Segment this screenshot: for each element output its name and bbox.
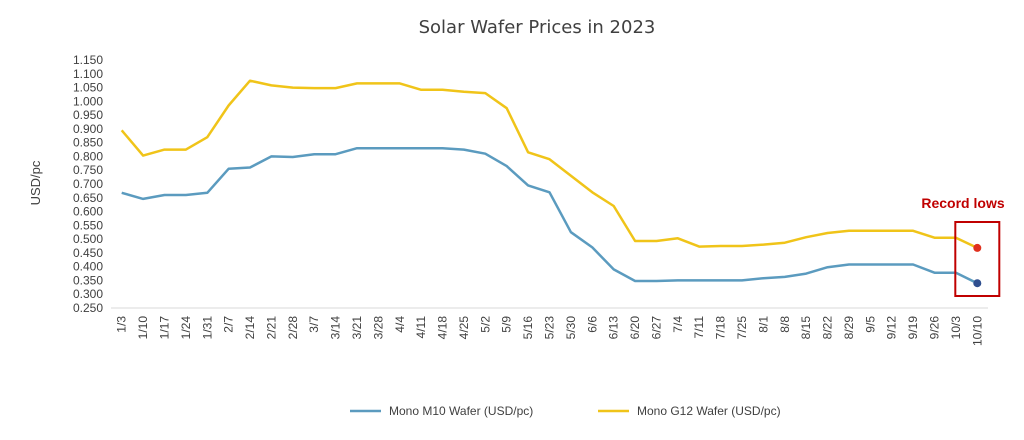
y-axis-ticks: 0.2500.3000.3500.4000.4500.5000.5500.600… (73, 53, 103, 315)
record-low-marker-g12 (973, 243, 982, 252)
x-tick-label: 6/6 (585, 316, 599, 333)
x-tick-label: 4/18 (436, 316, 450, 340)
y-tick-label: 1.050 (73, 81, 103, 95)
x-tick-label: 10/10 (970, 316, 984, 346)
y-tick-label: 1.150 (73, 53, 103, 67)
x-tick-label: 3/14 (329, 316, 343, 340)
x-tick-label: 2/7 (222, 316, 236, 333)
y-tick-label: 0.650 (73, 191, 103, 205)
series-line-g12 (120, 79, 978, 250)
x-tick-label: 1/24 (179, 316, 193, 340)
x-tick-label: 5/23 (543, 316, 557, 340)
x-tick-label: 4/25 (457, 316, 471, 340)
x-tick-label: 2/14 (243, 316, 257, 340)
chart-title: Solar Wafer Prices in 2023 (419, 17, 656, 38)
record-low-marker-m10 (973, 279, 982, 288)
annotation-box (954, 221, 1001, 297)
y-tick-label: 0.450 (73, 246, 103, 260)
x-axis-ticks: 1/3 1/10 1/17 1/24 1/31 2/7 2/14 2/21 2/28 3/7 3/1… (115, 316, 985, 346)
x-tick-label: 9/19 (906, 316, 920, 340)
x-tick-label: 1/3 (115, 316, 129, 333)
x-tick-label: 4/11 (414, 316, 428, 339)
x-tick-label: 8/22 (821, 316, 835, 340)
legend-label-g12: Mono G12 Wafer (USD/pc) (637, 404, 781, 418)
x-tick-label: 1/31 (200, 316, 214, 340)
y-tick-label: 0.350 (73, 273, 103, 287)
x-tick-label: 2/21 (264, 316, 278, 340)
y-tick-label: 0.600 (73, 205, 103, 219)
x-tick-label: 6/27 (649, 316, 663, 340)
x-tick-label: 10/3 (949, 316, 963, 340)
y-tick-label: 0.250 (73, 301, 103, 315)
x-tick-label: 7/11 (692, 316, 706, 339)
series-line-m10 (121, 146, 978, 285)
x-tick-label: 3/21 (350, 316, 364, 340)
y-tick-label: 0.750 (73, 163, 103, 177)
legend: Mono M10 Wafer (USD/pc) Mono G12 Wafer (… (350, 404, 781, 418)
x-tick-label: 8/29 (842, 316, 856, 340)
y-axis-title: USD/pc (28, 160, 43, 205)
y-tick-label: 0.900 (73, 122, 103, 136)
x-tick-label: 8/8 (778, 316, 792, 333)
x-tick-label: 2/28 (286, 316, 300, 340)
x-tick-label: 6/13 (607, 316, 621, 340)
x-tick-label: 3/7 (307, 316, 321, 333)
x-tick-label: 7/4 (671, 316, 685, 333)
x-tick-label: 7/18 (714, 316, 728, 340)
y-tick-label: 1.100 (73, 67, 103, 81)
series-lines (120, 79, 978, 285)
y-tick-label: 0.700 (73, 177, 103, 191)
y-tick-label: 1.000 (73, 94, 103, 108)
y-tick-label: 0.800 (73, 149, 103, 163)
x-tick-label: 8/1 (756, 316, 770, 333)
record-lows-annotation: Record lows (921, 195, 1005, 297)
x-tick-label: 8/15 (799, 316, 813, 340)
x-tick-label: 5/30 (564, 316, 578, 340)
x-tick-label: 5/9 (500, 316, 514, 333)
annotation-label: Record lows (921, 195, 1004, 211)
y-tick-label: 0.500 (73, 232, 103, 246)
x-tick-label: 1/10 (136, 316, 150, 340)
legend-label-m10: Mono M10 Wafer (USD/pc) (389, 404, 533, 418)
x-tick-label: 3/28 (371, 316, 385, 340)
x-tick-label: 9/12 (885, 316, 899, 340)
y-tick-label: 0.300 (73, 287, 103, 301)
x-tick-label: 6/20 (628, 316, 642, 340)
y-tick-label: 0.850 (73, 136, 103, 150)
x-tick-label: 5/2 (478, 316, 492, 333)
y-tick-label: 0.400 (73, 260, 103, 274)
x-tick-label: 7/25 (735, 316, 749, 340)
x-tick-label: 5/16 (521, 316, 535, 340)
x-tick-label: 1/17 (157, 316, 171, 340)
x-tick-label: 9/26 (928, 316, 942, 340)
x-tick-label: 4/4 (393, 316, 407, 333)
y-tick-label: 0.950 (73, 108, 103, 122)
x-tick-label: 9/5 (863, 316, 877, 333)
y-tick-label: 0.550 (73, 218, 103, 232)
